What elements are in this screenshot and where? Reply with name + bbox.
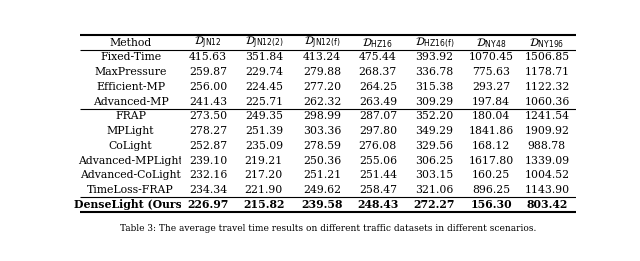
Text: Table 3: The average travel time results on different traffic datasets in differ: Table 3: The average travel time results… bbox=[120, 224, 536, 233]
